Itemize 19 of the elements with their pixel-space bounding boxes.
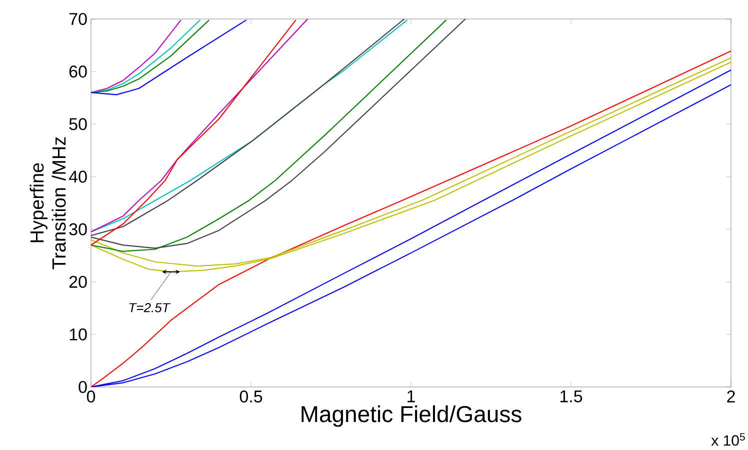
y-tick-label: 70: [69, 12, 87, 26]
y-tick-label: 0: [78, 380, 87, 394]
x-tick-label: 0: [86, 390, 96, 403]
y-tick-label: 20: [69, 276, 87, 288]
text: x 10$^{5}$: [711, 433, 745, 446]
line-series: [91, 19, 247, 96]
line-series: [91, 19, 182, 94]
x-tick-label: 2: [727, 390, 735, 402]
y-tick-label: 10: [70, 328, 87, 340]
x-tick-label: 1: [408, 390, 415, 402]
x-axis-title: Magnetic Field/Gauss: [302, 405, 522, 427]
y-tick-label: 60: [69, 66, 87, 78]
y-axis-title: Hyperfine Transition /MHz: [30, 137, 66, 270]
y-tick-label: 40: [68, 170, 87, 183]
annotation: T=2.5T: [129, 303, 171, 312]
x-tick-label: 1.5: [560, 390, 582, 402]
y-tick-label: 50: [69, 118, 87, 130]
y-tick-label: 30: [69, 223, 87, 236]
x-tick-label: 0.5: [240, 390, 262, 403]
